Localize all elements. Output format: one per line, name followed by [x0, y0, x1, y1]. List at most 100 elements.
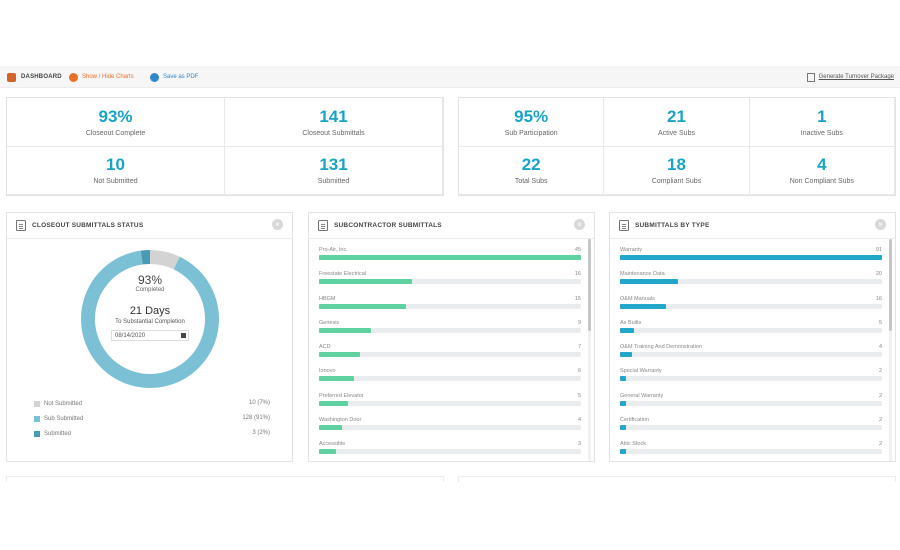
- save-as-pdf-button[interactable]: Save as PDF: [150, 70, 198, 84]
- bar-track: [319, 376, 581, 382]
- bar-label: O&M Manuals: [620, 295, 655, 302]
- bar-count: 16: [875, 295, 882, 302]
- bar-count: 9: [577, 319, 581, 326]
- bar-label: HBGM: [319, 295, 336, 302]
- bar-fill: [319, 449, 337, 455]
- stat-closeout-submittals: 141 Closeout Submittals: [225, 98, 443, 147]
- stat-non-compliant-subs: 4 Non Compliant Subs: [749, 146, 895, 195]
- bar-fill: [319, 352, 360, 358]
- card-title: SUBMITTALS BY TYPE: [635, 222, 710, 229]
- show-hide-charts-button[interactable]: Show / Hide Charts: [69, 70, 134, 84]
- closeout-stats-panel: 93% Closeout Complete 141 Closeout Submi…: [6, 97, 444, 196]
- checklist-icon: [619, 220, 629, 231]
- bar-label: Attic Stock: [620, 441, 646, 448]
- legend-label: Sub Submitted: [44, 415, 84, 422]
- stat-value: 4: [817, 155, 827, 175]
- bar-track: [620, 327, 882, 333]
- bar-label: Pro-Air, Inc.: [319, 247, 348, 253]
- bar-fill: [319, 376, 354, 382]
- bar-track: [620, 425, 882, 431]
- bar-count: 5: [577, 392, 581, 399]
- dashboard-title: DASHBOARD: [7, 70, 62, 84]
- bar-label: Warranty: [620, 247, 643, 253]
- show-hide-charts-label: Show / Hide Charts: [82, 74, 134, 80]
- clipboard-icon: [16, 220, 26, 231]
- save-as-pdf-label: Save as PDF: [163, 74, 199, 80]
- stat-compliant-subs: 18 Compliant Subs: [604, 146, 750, 195]
- bar-track: [620, 449, 882, 455]
- scrollbar[interactable]: [889, 239, 892, 461]
- bar-label: Washington Door: [319, 417, 362, 424]
- document-icon: [318, 220, 328, 231]
- bar-track: [319, 255, 581, 260]
- closeout-status-card: CLOSEOUT SUBMITTALS STATUS × 93% Complet…: [6, 212, 293, 462]
- days-remaining-label: To Substantial Completion: [115, 319, 185, 325]
- stat-value: 10: [106, 155, 125, 175]
- status-legend: Not Submitted 10 (7%) Sub Submitted 128 (91…: [34, 396, 270, 441]
- bar-row: Warranty 91: [620, 247, 882, 271]
- legend-value: 3 (2%): [252, 430, 270, 436]
- close-icon[interactable]: ×: [574, 219, 585, 230]
- lower-card-edge: [458, 476, 896, 482]
- completion-percent: 93%: [137, 273, 163, 287]
- submittals-by-type-card: SUBMITTALS BY TYPE × Warranty 91 Maintenan…: [609, 212, 896, 462]
- bar-row: Ionovo 6: [319, 368, 581, 392]
- bar-label: Certification: [620, 417, 650, 424]
- bar-count: 20: [875, 271, 882, 278]
- dashboard-icon: [7, 72, 16, 82]
- bar-row: Freestate Electrical 16: [319, 271, 581, 295]
- bar-label: O&M Training And Demonstration: [620, 344, 702, 351]
- bar-row: Preferred Elevator 5: [319, 393, 581, 417]
- generate-turnover-package-label: Generate Turnover Package: [818, 74, 894, 80]
- bar-row: O&M Training And Demonstration 4: [620, 344, 882, 368]
- bar-fill: [319, 279, 413, 285]
- completion-date-value: 08/14/2020: [115, 333, 146, 339]
- stat-label: Not Submitted: [93, 178, 138, 186]
- bar-fill: [620, 303, 667, 309]
- bar-fill: [319, 400, 349, 406]
- bar-count: 91: [875, 247, 882, 253]
- type-bar-list: Warranty 91 Maintenance Data 20 O&M Manuals 1…: [620, 247, 882, 466]
- card-title: SUBCONTRACTOR SUBMITTALS: [334, 222, 442, 229]
- legend-label: Not Submitted: [44, 400, 83, 407]
- bar-label: ACD: [319, 344, 331, 351]
- bar-track: [620, 255, 882, 260]
- card-header: CLOSEOUT SUBMITTALS STATUS: [7, 213, 292, 239]
- bar-row: Maintenance Data 20: [620, 271, 882, 295]
- donut-svg: [81, 250, 219, 388]
- dashboard-label: DASHBOARD: [21, 74, 62, 80]
- scroll-thumb[interactable]: [588, 239, 591, 331]
- legend-swatch: [34, 430, 40, 437]
- legend-value: 10 (7%): [248, 400, 270, 406]
- bar-track: [620, 400, 882, 406]
- bar-row: Special Warranty 2: [620, 368, 882, 392]
- calendar-icon[interactable]: [181, 333, 186, 338]
- bar-fill: [620, 255, 882, 260]
- scroll-thumb[interactable]: [889, 239, 892, 331]
- bar-track: [319, 449, 581, 455]
- stat-active-subs: 21 Active Subs: [604, 98, 750, 147]
- bar-fill: [620, 425, 626, 431]
- close-icon[interactable]: ×: [875, 219, 886, 230]
- stat-value: 95%: [514, 106, 549, 126]
- bar-track: [319, 425, 581, 431]
- bar-count: 4: [577, 417, 581, 424]
- bar-label: General Warranty: [620, 392, 664, 399]
- bar-fill: [620, 449, 626, 455]
- bar-row: Washington Door 4: [319, 417, 581, 441]
- bar-label: As Builts: [620, 319, 642, 326]
- bar-label: Preferred Elevator: [319, 392, 364, 399]
- bar-fill: [620, 400, 626, 406]
- stat-value: 1: [817, 106, 827, 126]
- bar-track: [620, 376, 882, 382]
- close-icon[interactable]: ×: [272, 219, 283, 230]
- card-header: SUBMITTALS BY TYPE: [610, 213, 895, 239]
- completion-date-field[interactable]: 08/14/2020: [111, 330, 189, 341]
- donut-center: 93% Completed 21 Days To Substantial Com…: [80, 249, 220, 389]
- bar-label: Freestate Electrical: [319, 271, 367, 278]
- bar-fill: [319, 327, 372, 333]
- scrollbar[interactable]: [588, 239, 591, 461]
- bar-count: 16: [574, 271, 581, 278]
- generate-turnover-package-link[interactable]: Generate Turnover Package: [806, 70, 894, 84]
- bar-count: 6: [577, 368, 581, 375]
